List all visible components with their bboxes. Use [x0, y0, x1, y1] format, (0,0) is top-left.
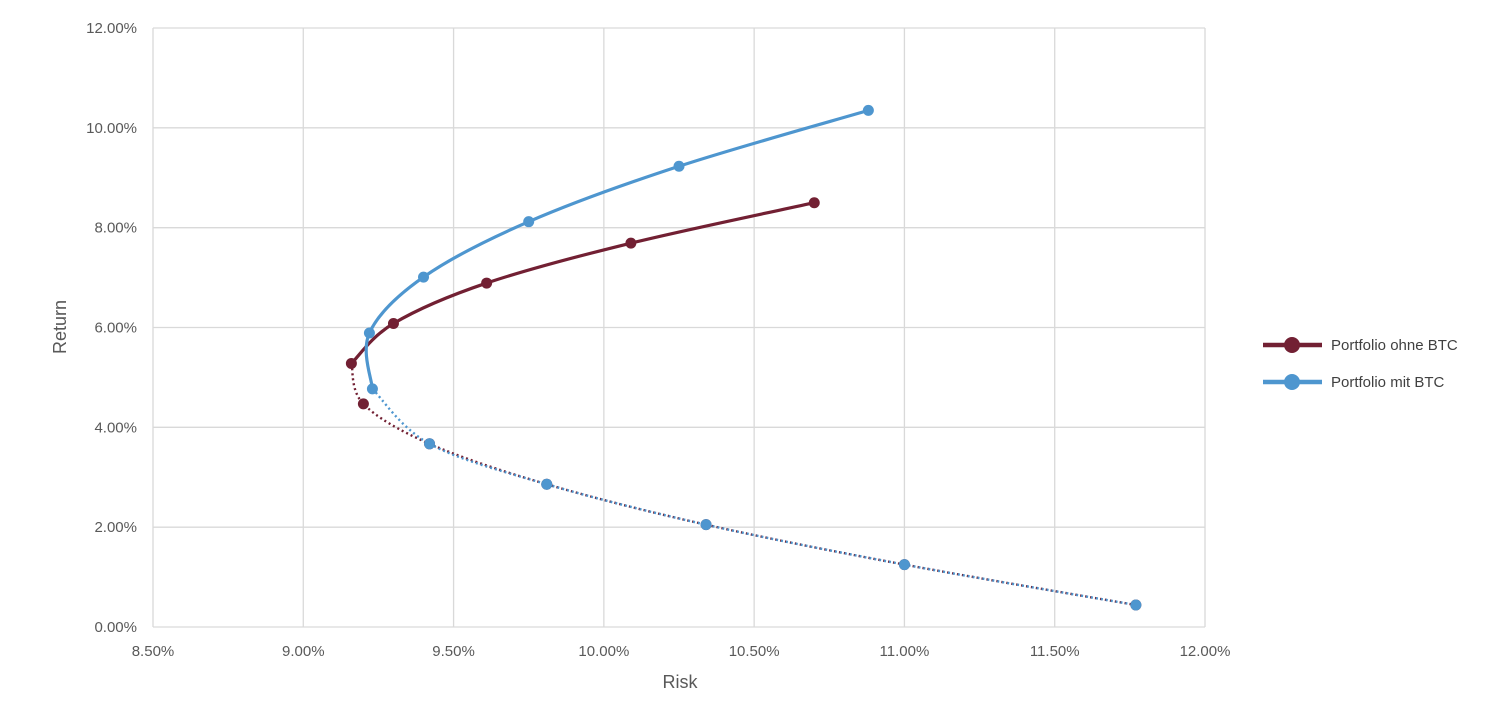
- series-line-inefficient: [350, 363, 1137, 607]
- y-tick-label: 10.00%: [86, 120, 137, 137]
- data-point: [523, 216, 535, 228]
- legend-item: Portfolio mit BTC: [1263, 374, 1445, 391]
- data-point: [481, 277, 493, 289]
- data-point: [625, 237, 637, 249]
- data-point: [862, 104, 874, 116]
- y-tick-label: 0.00%: [94, 619, 137, 636]
- x-axis-title: Risk: [663, 672, 699, 692]
- x-tick-label: 11.00%: [880, 643, 930, 660]
- x-tick-label: 8.50%: [132, 643, 175, 660]
- x-tick-label: 9.50%: [432, 643, 475, 660]
- grid: [152, 27, 1206, 628]
- data-point: [345, 357, 357, 369]
- x-tick-label: 12.00%: [1180, 643, 1231, 660]
- data-point: [418, 271, 430, 283]
- y-axis-ticks: 0.00% 2.00% 4.00% 6.00% 8.00% 10.00% 12.00%: [86, 20, 137, 636]
- data-point: [366, 383, 378, 395]
- data-point: [541, 478, 553, 490]
- data-point: [898, 559, 910, 571]
- series-line-inefficient: [371, 388, 1137, 607]
- series-layer: [345, 104, 1142, 611]
- legend-label: Portfolio ohne BTC: [1331, 337, 1458, 354]
- y-tick-label: 2.00%: [94, 519, 137, 536]
- y-tick-label: 12.00%: [86, 20, 137, 37]
- data-point: [363, 327, 375, 339]
- data-point: [387, 318, 399, 330]
- y-axis-title: Return: [50, 300, 70, 354]
- series-line-efficient: [364, 108, 870, 391]
- x-tick-label: 10.50%: [729, 643, 780, 660]
- y-tick-label: 4.00%: [94, 419, 137, 436]
- legend-label: Portfolio mit BTC: [1331, 374, 1445, 391]
- data-point: [424, 438, 436, 450]
- legend-swatch-marker: [1284, 374, 1300, 390]
- legend-swatch-marker: [1284, 337, 1300, 353]
- series-line-efficient: [349, 201, 816, 366]
- x-tick-label: 10.00%: [578, 643, 629, 660]
- x-axis-ticks: 8.50% 9.00% 9.50% 10.00% 10.50% 11.00% 11.50% 1…: [132, 643, 1231, 660]
- data-point: [673, 160, 685, 172]
- legend-item: Portfolio ohne BTC: [1263, 337, 1458, 354]
- series-markers: [345, 104, 1142, 611]
- y-tick-label: 6.00%: [94, 320, 137, 337]
- data-point: [1130, 599, 1142, 611]
- x-tick-label: 9.00%: [282, 643, 325, 660]
- data-point: [808, 197, 820, 209]
- data-point: [700, 519, 712, 531]
- data-point: [357, 398, 369, 410]
- x-tick-label: 11.50%: [1030, 643, 1080, 660]
- series-lines: [349, 108, 1137, 607]
- y-tick-label: 8.00%: [94, 220, 137, 237]
- legend: Portfolio ohne BTC Portfolio mit BTC: [1263, 337, 1458, 391]
